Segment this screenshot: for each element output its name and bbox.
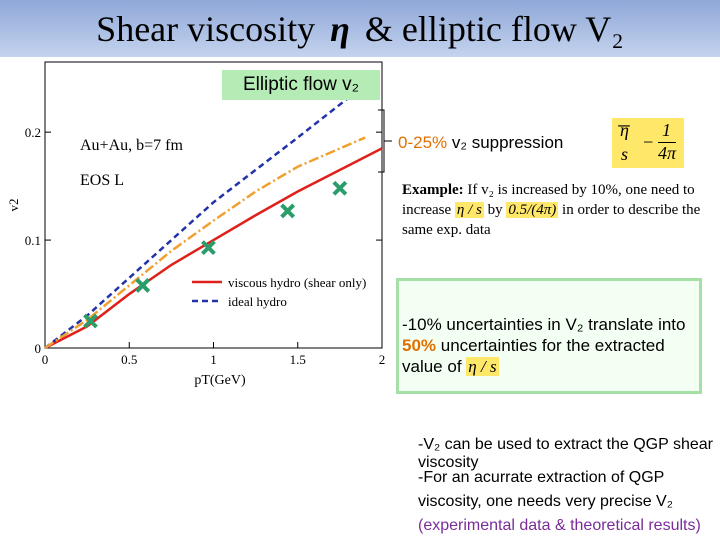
y-tick-label: 0.2 <box>25 125 41 140</box>
title-text: & elliptic flow <box>364 9 577 49</box>
title-text: V₂ <box>585 9 624 49</box>
chart-label: Elliptic flow v₂ <box>222 70 380 100</box>
x-tick-label: 0 <box>42 352 49 367</box>
annotation: EOS L <box>80 172 124 189</box>
note-part: 50% <box>402 336 437 355</box>
title-bar <box>0 0 720 57</box>
suppression-note: 0-25% v₂ suppression <box>398 133 563 153</box>
x-tick-label: 2 <box>379 352 386 367</box>
example-symbol: 0.5/(4π) <box>506 202 559 218</box>
example-text: in order to describe the same exp. data <box>402 202 701 238</box>
x-axis-label: pT(GeV) <box>194 373 246 388</box>
title-symbol: η <box>330 9 350 49</box>
data-point <box>135 277 151 293</box>
bullet-text: -For an acurrate extraction of QGP visco… <box>418 469 673 510</box>
x-tick-label: 0.5 <box>121 352 137 367</box>
plot-frame <box>44 61 383 349</box>
bullet: -V₂ can be used to extract the QGP shear… <box>418 436 713 471</box>
example: Example: If v₂ is increased by 10%, one … <box>402 180 702 240</box>
annotation: Au+Au, b=7 fm <box>80 137 183 154</box>
bracket <box>378 109 392 173</box>
formula-eta: η <box>620 120 629 140</box>
legend-label: ideal hydro <box>228 294 287 309</box>
suppression-pct: 0-25% <box>398 133 448 152</box>
x-tick-label: 1 <box>210 352 217 367</box>
note-box <box>396 278 702 394</box>
series-line <box>44 77 375 349</box>
title: Shear viscosity η & elliptic flow V₂ <box>0 8 720 50</box>
data-point <box>83 313 98 329</box>
y-axis-label: v2 <box>6 199 21 212</box>
data-point <box>280 203 296 219</box>
note-text: -10% uncertainties in V₂ translate into … <box>402 314 702 377</box>
bullet: -For an acurrate extraction of QGP visco… <box>418 466 713 538</box>
example-text: by <box>487 202 503 218</box>
bullet-text: (experimental data & theoretical results… <box>418 517 701 534</box>
note-symbol: η / s <box>466 357 499 376</box>
series-line <box>44 136 366 350</box>
example-head: Example: <box>402 182 464 198</box>
series-line <box>44 147 383 350</box>
data-point <box>332 180 348 196</box>
data-point <box>201 240 216 256</box>
note-part: uncertainties for the extracted value of <box>402 336 665 376</box>
y-tick-label: 0.1 <box>25 233 41 248</box>
example-symbol: η / s <box>454 202 484 218</box>
note-part: -10% uncertainties in V₂ translate into <box>402 315 686 334</box>
legend-label: viscous hydro (shear only) <box>228 275 366 290</box>
y-tick-label: 0 <box>35 341 42 356</box>
title-text: Shear viscosity <box>96 9 316 49</box>
formula-den: 4π <box>658 142 677 163</box>
example-text: If v₂ is increased by 10%, one need to i… <box>402 182 695 218</box>
x-tick-label: 1.5 <box>290 352 306 367</box>
formula: η ‾ s − 1 4π <box>612 118 684 168</box>
formula-num: 1 <box>662 120 671 140</box>
suppression-text: v₂ suppression <box>451 133 564 152</box>
formula-s: s <box>621 144 629 164</box>
